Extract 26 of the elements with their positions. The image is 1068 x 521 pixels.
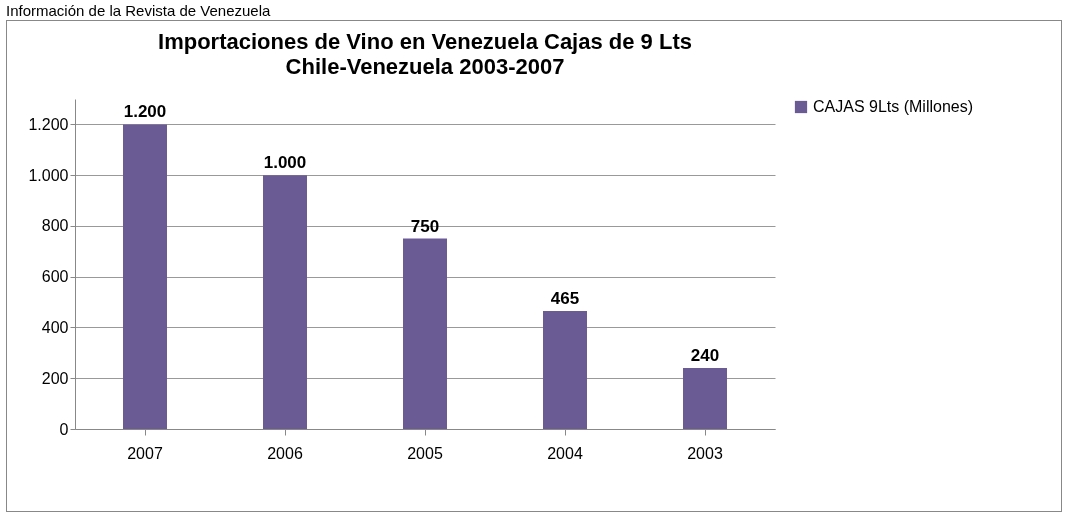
y-tick-label: 0 xyxy=(59,420,69,438)
chart-title: Importaciones de Vino en Venezuela Cajas de 9 Lts xyxy=(158,29,692,54)
y-tick-label: 1.200 xyxy=(28,115,69,133)
data-label: 1.000 xyxy=(263,153,307,173)
chart-subtitle: Chile-Venezuela 2003-2007 xyxy=(285,54,565,79)
y-tick-label: 1.000 xyxy=(28,166,69,184)
x-tick-label: 2006 xyxy=(267,444,303,462)
bar xyxy=(403,238,447,429)
y-tick-label: 600 xyxy=(41,268,69,286)
y-tick-label: 400 xyxy=(41,318,69,336)
data-label: 240 xyxy=(690,346,720,366)
x-tick-label: 2003 xyxy=(687,444,723,462)
x-tick-label: 2007 xyxy=(127,444,163,462)
data-label: 1.200 xyxy=(123,102,167,122)
x-tick-label: 2004 xyxy=(547,444,583,462)
x-tick-label: 2005 xyxy=(407,444,443,462)
bar xyxy=(263,175,307,429)
y-tick-label: 200 xyxy=(41,369,69,387)
data-label: 465 xyxy=(550,288,580,308)
y-tick-label: 800 xyxy=(41,217,69,235)
text: Información de la Revista de Venezuela xyxy=(5,1,272,20)
bar xyxy=(123,124,167,429)
data-label: 750 xyxy=(410,216,440,236)
legend-label: CAJAS 9Lts (Millones) xyxy=(813,98,974,115)
bar xyxy=(683,368,727,429)
bar xyxy=(543,310,587,429)
